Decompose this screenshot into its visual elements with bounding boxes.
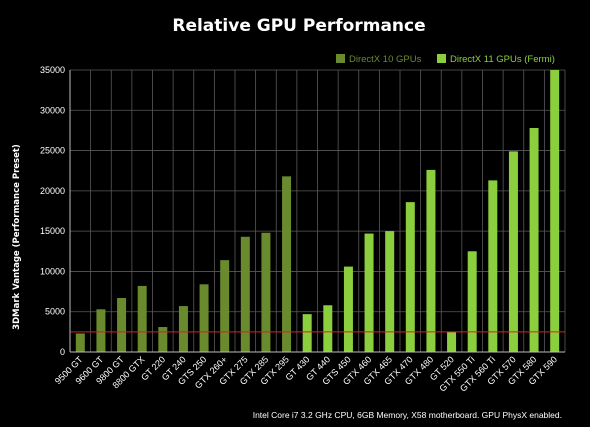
y-tick-label: 35000 bbox=[40, 65, 65, 75]
legend-swatch-dx11 bbox=[437, 54, 446, 63]
bar-dx11-23 bbox=[550, 70, 560, 352]
y-tick-label: 25000 bbox=[40, 146, 65, 156]
grid bbox=[69, 69, 566, 352]
bar-dx11-12 bbox=[323, 305, 333, 352]
bar-dx11-11 bbox=[302, 314, 312, 352]
bar-dx10-7 bbox=[220, 260, 230, 352]
y-axis-title: 3DMark Vantage (Performance Preset) bbox=[12, 144, 22, 330]
y-ticks: 0 5000 10000 15000 20000 25000 30000 35000 bbox=[40, 65, 65, 357]
bar-dx11-14 bbox=[364, 233, 374, 352]
legend: DirectX 10 GPUs DirectX 11 GPUs (Fermi) bbox=[336, 54, 555, 65]
bar-dx10-6 bbox=[199, 284, 209, 352]
bar-dx11-20 bbox=[488, 180, 498, 352]
bar-dx10-1 bbox=[96, 309, 106, 352]
y-tick-label: 15000 bbox=[40, 226, 65, 236]
bar-dx11-15 bbox=[385, 231, 395, 352]
legend-swatch-dx10 bbox=[336, 54, 345, 63]
bar-dx11-17 bbox=[426, 169, 436, 352]
bar-dx10-4 bbox=[158, 327, 168, 352]
bar-dx10-2 bbox=[117, 298, 127, 352]
bar-dx11-16 bbox=[405, 202, 415, 352]
bar-dx11-18 bbox=[447, 331, 457, 352]
bar-dx10-9 bbox=[261, 232, 271, 352]
y-tick-label: 30000 bbox=[40, 105, 65, 115]
bar-dx11-22 bbox=[529, 128, 539, 352]
bar-dx11-21 bbox=[508, 151, 518, 352]
bar-dx10-8 bbox=[240, 236, 250, 352]
y-tick-label: 0 bbox=[60, 347, 65, 357]
chart-title: Relative GPU Performance bbox=[172, 16, 425, 36]
bar-dx11-13 bbox=[343, 266, 353, 352]
y-tick-label: 20000 bbox=[40, 186, 65, 196]
bar-dx10-5 bbox=[178, 306, 188, 352]
y-tick-label: 10000 bbox=[40, 266, 65, 276]
bar-dx10-10 bbox=[282, 176, 292, 352]
axes bbox=[69, 70, 565, 353]
bar-dx11-19 bbox=[467, 251, 477, 352]
bars bbox=[75, 70, 560, 352]
bar-dx10-0 bbox=[75, 333, 85, 352]
legend-label-dx10: DirectX 10 GPUs bbox=[349, 54, 422, 65]
bar-dx10-3 bbox=[137, 285, 147, 352]
chart-footnote: Intel Core i7 3.2 GHz CPU, 6GB Memory, X… bbox=[253, 410, 562, 420]
legend-label-dx11: DirectX 11 GPUs (Fermi) bbox=[450, 54, 555, 65]
y-tick-label: 5000 bbox=[45, 307, 65, 317]
